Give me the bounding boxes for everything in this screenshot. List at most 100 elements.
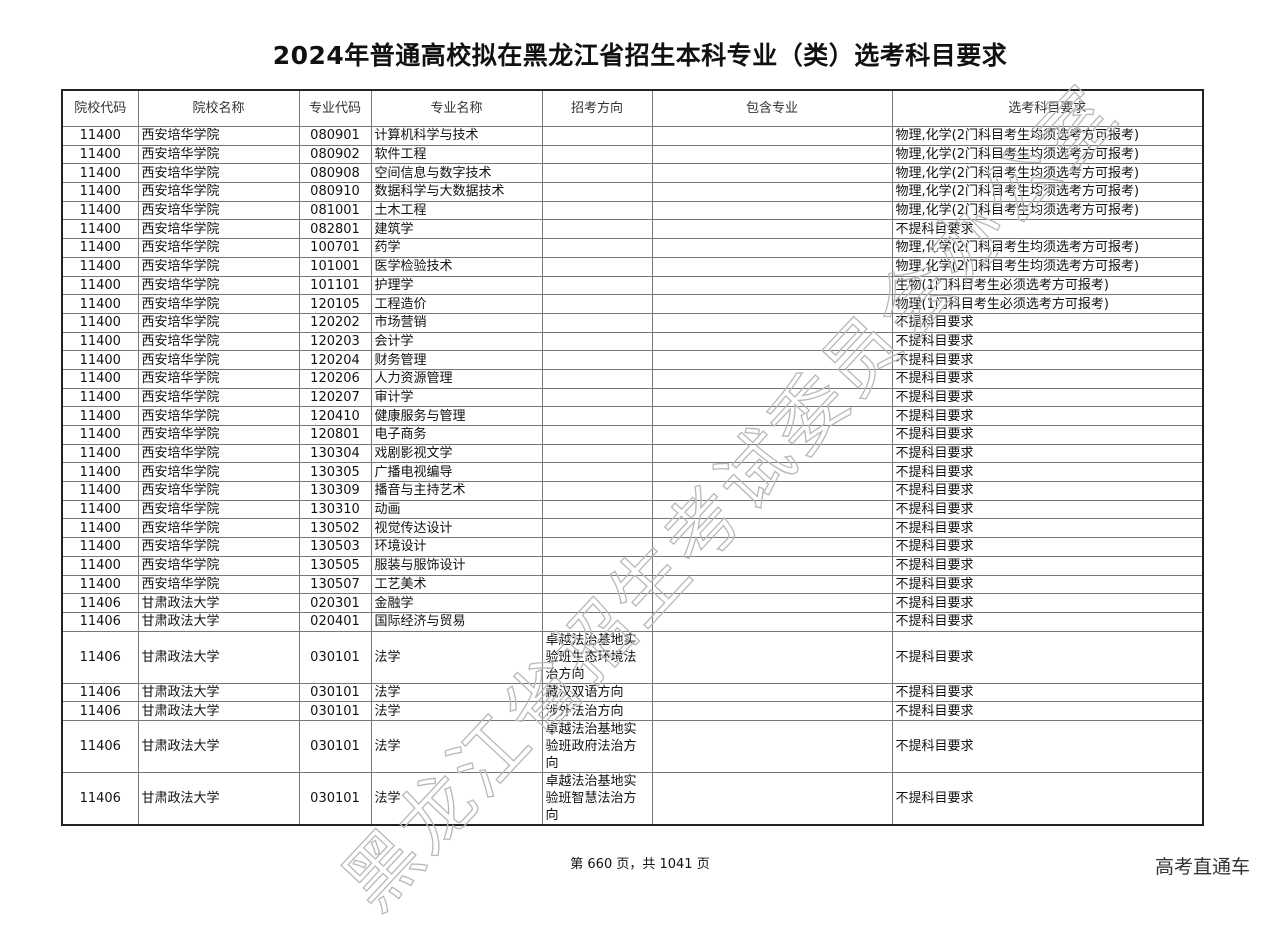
cell-included-majors	[651, 481, 893, 501]
cell-direction	[541, 425, 653, 445]
cell-included-majors	[651, 555, 893, 576]
cell-subject-requirement: 不提科目要求	[891, 368, 1204, 389]
cell-school-code: 11400	[61, 368, 139, 389]
cell-included-majors	[651, 462, 893, 483]
cell-subject-requirement: 不提科目要求	[891, 331, 1204, 352]
cell-direction	[541, 611, 653, 632]
table-row: 11406 甘肃政法大学 020301 金融学 不提科目要求	[61, 593, 1204, 613]
column-header-school-code: 院校代码	[61, 89, 139, 127]
cell-included-majors	[651, 682, 893, 703]
cell-major-name: 法学	[370, 682, 543, 703]
cell-direction	[541, 219, 653, 240]
table-row: 11400 西安培华学院 130505 服装与服饰设计 不提科目要求	[61, 555, 1204, 576]
cell-major-code: 130309	[298, 481, 372, 501]
cell-school-name: 西安培华学院	[137, 368, 300, 389]
cell-included-majors	[651, 425, 893, 445]
cell-included-majors	[651, 256, 893, 277]
cell-school-code: 11400	[61, 331, 139, 352]
cell-included-majors	[651, 611, 893, 632]
cell-school-name: 西安培华学院	[137, 462, 300, 483]
cell-school-code: 11400	[61, 425, 139, 445]
cell-major-name: 法学	[370, 701, 543, 721]
cell-school-name: 西安培华学院	[137, 312, 300, 333]
cell-school-code: 11400	[61, 518, 139, 539]
column-header-major-name: 专业名称	[370, 89, 543, 127]
cell-subject-requirement: 不提科目要求	[891, 682, 1204, 703]
cell-major-code: 100701	[298, 238, 372, 258]
cell-included-majors	[651, 275, 893, 296]
cell-major-code: 120204	[298, 350, 372, 370]
cell-school-name: 西安培华学院	[137, 182, 300, 202]
cell-major-name: 法学	[370, 630, 543, 684]
cell-major-name: 戏剧影视文学	[370, 443, 543, 464]
cell-major-name: 工艺美术	[370, 574, 543, 595]
cell-direction	[541, 462, 653, 483]
table-header-row: 院校代码 院校名称 专业代码 专业名称 招考方向 包含专业 选考科目要求	[61, 89, 1204, 127]
cell-school-name: 甘肃政法大学	[137, 630, 300, 684]
cell-major-code: 020401	[298, 611, 372, 632]
cell-school-code: 11400	[61, 144, 139, 165]
cell-school-code: 11400	[61, 443, 139, 464]
cell-school-code: 11400	[61, 499, 139, 520]
cell-school-name: 西安培华学院	[137, 425, 300, 445]
cell-major-code: 080901	[298, 126, 372, 146]
cell-direction: 卓越法治基地实验班智慧法治方向	[541, 771, 653, 826]
cell-included-majors	[651, 368, 893, 389]
cell-school-code: 11400	[61, 537, 139, 557]
cell-direction	[541, 238, 653, 258]
cell-major-code: 030101	[298, 682, 372, 703]
cell-major-name: 法学	[370, 719, 543, 773]
cell-subject-requirement: 不提科目要求	[891, 701, 1204, 721]
cell-direction	[541, 331, 653, 352]
table-row: 11400 西安培华学院 120410 健康服务与管理 不提科目要求	[61, 406, 1204, 426]
cell-major-code: 081001	[298, 200, 372, 221]
cell-school-name: 西安培华学院	[137, 350, 300, 370]
cell-subject-requirement: 不提科目要求	[891, 406, 1204, 426]
cell-major-code: 030101	[298, 630, 372, 684]
cell-included-majors	[651, 144, 893, 165]
cell-school-code: 11400	[61, 555, 139, 576]
cell-major-code: 130507	[298, 574, 372, 595]
cell-major-code: 030101	[298, 771, 372, 826]
cell-major-code: 101001	[298, 256, 372, 277]
cell-school-name: 西安培华学院	[137, 406, 300, 426]
cell-subject-requirement: 不提科目要求	[891, 719, 1204, 773]
cell-school-name: 甘肃政法大学	[137, 771, 300, 826]
cell-direction	[541, 518, 653, 539]
cell-included-majors	[651, 406, 893, 426]
cell-school-code: 11406	[61, 682, 139, 703]
cell-major-code: 120410	[298, 406, 372, 426]
cell-subject-requirement: 不提科目要求	[891, 518, 1204, 539]
cell-subject-requirement: 不提科目要求	[891, 630, 1204, 684]
cell-subject-requirement: 不提科目要求	[891, 771, 1204, 826]
cell-direction	[541, 537, 653, 557]
cell-included-majors	[651, 182, 893, 202]
cell-school-name: 西安培华学院	[137, 574, 300, 595]
table-row: 11400 西安培华学院 080901 计算机科学与技术 物理,化学(2门科目考生均须选…	[61, 126, 1204, 146]
cell-subject-requirement: 物理,化学(2门科目考生均须选考方可报考)	[891, 182, 1204, 202]
cell-school-name: 西安培华学院	[137, 256, 300, 277]
cell-school-code: 11406	[61, 719, 139, 773]
cell-major-name: 环境设计	[370, 537, 543, 557]
cell-school-code: 11400	[61, 406, 139, 426]
cell-school-name: 西安培华学院	[137, 499, 300, 520]
cell-major-name: 市场营销	[370, 312, 543, 333]
cell-school-code: 11400	[61, 294, 139, 314]
cell-subject-requirement: 物理(1门科目考生必须选考方可报考)	[891, 294, 1204, 314]
cell-school-name: 西安培华学院	[137, 144, 300, 165]
cell-major-name: 会计学	[370, 331, 543, 352]
cell-subject-requirement: 物理,化学(2门科目考生均须选考方可报考)	[891, 200, 1204, 221]
cell-subject-requirement: 不提科目要求	[891, 425, 1204, 445]
cell-included-majors	[651, 331, 893, 352]
table-row: 11400 西安培华学院 080902 软件工程 物理,化学(2门科目考生均须选考方可报…	[61, 144, 1204, 165]
cell-major-name: 工程造价	[370, 294, 543, 314]
cell-school-code: 11400	[61, 200, 139, 221]
cell-school-name: 西安培华学院	[137, 219, 300, 240]
cell-major-code: 120203	[298, 331, 372, 352]
column-header-major-code: 专业代码	[298, 89, 372, 127]
table-row: 11406 甘肃政法大学 030101 法学 涉外法治方向 不提科目要求	[61, 701, 1204, 721]
cell-school-code: 11400	[61, 462, 139, 483]
table-row: 11406 甘肃政法大学 020401 国际经济与贸易 不提科目要求	[61, 611, 1204, 632]
table-row: 11400 西安培华学院 120206 人力资源管理 不提科目要求	[61, 368, 1204, 389]
cell-direction	[541, 593, 653, 613]
